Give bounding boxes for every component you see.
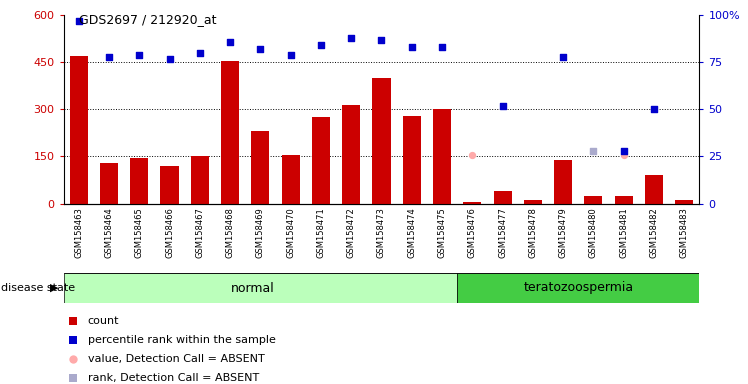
Bar: [463, 202, 482, 204]
Text: GSM158480: GSM158480: [589, 207, 598, 258]
Bar: [70, 56, 88, 204]
Text: GSM158483: GSM158483: [680, 207, 689, 258]
Point: [194, 50, 206, 56]
Bar: [342, 105, 361, 204]
Text: value, Detection Call = ABSENT: value, Detection Call = ABSENT: [88, 354, 265, 364]
Text: count: count: [88, 316, 119, 326]
Text: rank, Detection Call = ABSENT: rank, Detection Call = ABSENT: [88, 373, 259, 383]
Text: GSM158476: GSM158476: [468, 207, 476, 258]
Text: GSM158470: GSM158470: [286, 207, 295, 258]
Point: [103, 54, 115, 60]
Bar: [433, 109, 451, 204]
Bar: [221, 61, 239, 204]
Text: GSM158478: GSM158478: [528, 207, 537, 258]
Text: teratozoospermia: teratozoospermia: [523, 281, 634, 295]
Point: [618, 148, 630, 154]
Text: GSM158477: GSM158477: [498, 207, 507, 258]
Bar: [615, 196, 633, 204]
Text: GSM158472: GSM158472: [347, 207, 356, 258]
Text: normal: normal: [231, 281, 275, 295]
Bar: [191, 157, 209, 204]
Text: GSM158465: GSM158465: [135, 207, 144, 258]
Text: GSM158466: GSM158466: [165, 207, 174, 258]
Point: [164, 56, 176, 62]
Point: [224, 39, 236, 45]
Text: GSM158482: GSM158482: [649, 207, 658, 258]
Bar: [675, 200, 693, 204]
Point: [587, 148, 599, 154]
Point: [254, 46, 266, 52]
Text: GDS2697 / 212920_at: GDS2697 / 212920_at: [79, 13, 216, 26]
Text: GSM158471: GSM158471: [316, 207, 325, 258]
Text: GSM158479: GSM158479: [559, 207, 568, 258]
Point: [346, 35, 358, 41]
Bar: [281, 155, 300, 204]
Point: [315, 42, 327, 48]
Bar: [457, 273, 699, 303]
Text: GSM158481: GSM158481: [619, 207, 628, 258]
Text: GSM158474: GSM158474: [407, 207, 416, 258]
Bar: [524, 200, 542, 204]
Bar: [373, 78, 390, 204]
Bar: [161, 166, 179, 204]
Text: GSM158473: GSM158473: [377, 207, 386, 258]
Bar: [584, 196, 602, 204]
Point: [436, 44, 448, 50]
Point: [497, 103, 509, 109]
Point: [557, 54, 569, 60]
Text: GSM158468: GSM158468: [226, 207, 235, 258]
Bar: [402, 116, 421, 204]
Point: [285, 52, 297, 58]
Point: [648, 106, 660, 113]
Text: GSM158463: GSM158463: [74, 207, 83, 258]
Text: disease state: disease state: [1, 283, 76, 293]
Bar: [554, 160, 572, 204]
Point: [375, 37, 387, 43]
Point: [73, 18, 85, 24]
Point: [618, 152, 630, 158]
Text: GSM158475: GSM158475: [438, 207, 447, 258]
Bar: [64, 273, 457, 303]
Bar: [130, 158, 148, 204]
Point: [405, 44, 417, 50]
Bar: [251, 131, 269, 204]
Bar: [494, 191, 512, 204]
Text: GSM158464: GSM158464: [105, 207, 114, 258]
Text: ▶: ▶: [49, 283, 58, 293]
Text: GSM158469: GSM158469: [256, 207, 265, 258]
Text: percentile rank within the sample: percentile rank within the sample: [88, 335, 275, 345]
Bar: [100, 163, 118, 204]
Text: GSM158467: GSM158467: [195, 207, 204, 258]
Bar: [645, 175, 663, 204]
Point: [133, 52, 145, 58]
Point: [466, 152, 478, 158]
Bar: [312, 117, 330, 204]
